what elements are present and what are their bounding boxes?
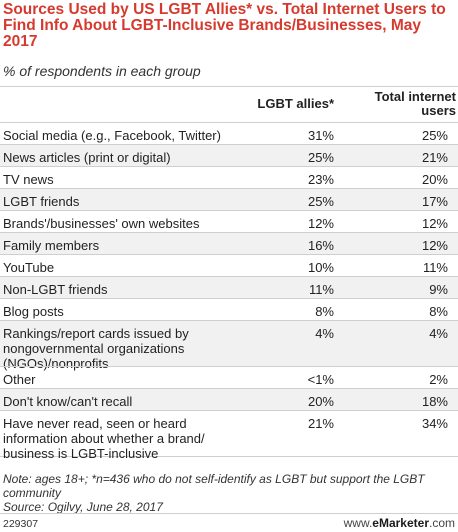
- table-row: Have never read, seen or heard informati…: [0, 410, 458, 461]
- table-row: Social media (e.g., Facebook, Twitter) 31…: [0, 122, 458, 144]
- footer-bar: 229307 www.eMarketer.com: [0, 513, 458, 532]
- row-label: Other: [3, 372, 36, 387]
- value-lgbt-allies: 16%: [307, 238, 334, 253]
- table-row: Non-LGBT friends 11% 9%: [0, 276, 458, 298]
- chart-title: Sources Used by US LGBT Allies* vs. Tota…: [3, 1, 446, 50]
- value-lgbt-allies: 25%: [307, 194, 334, 209]
- value-lgbt-allies: 10%: [307, 260, 334, 275]
- row-label: YouTube: [3, 260, 55, 275]
- value-total-internet-users: 20%: [421, 172, 448, 187]
- chart-subtitle: % of respondents in each group: [3, 63, 201, 79]
- value-lgbt-allies: 21%: [307, 416, 334, 431]
- value-total-internet-users: 18%: [421, 394, 448, 409]
- value-lgbt-allies: 23%: [307, 172, 334, 187]
- value-total-internet-users: 11%: [422, 260, 448, 275]
- chart-id: 229307: [3, 518, 39, 530]
- footnote-note: Note: ages 18+; *n=436 who do not self-i…: [3, 472, 425, 500]
- value-total-internet-users: 34%: [421, 416, 448, 431]
- table-row: YouTube 10% 11%: [0, 254, 458, 276]
- row-label: Non-LGBT friends: [3, 282, 108, 297]
- row-label: Social media (e.g., Facebook, Twitter): [3, 128, 221, 143]
- table-row: News articles (print or digital) 25% 21%: [0, 144, 458, 166]
- table-row: Blog posts 8% 8%: [0, 298, 458, 320]
- table-header: LGBT allies* Total internet users: [0, 86, 458, 122]
- column-header-total-internet-users: Total internet users: [374, 89, 456, 118]
- table-row: LGBT friends 25% 17%: [0, 188, 458, 210]
- value-lgbt-allies: 8%: [315, 304, 334, 319]
- value-total-internet-users: 8%: [429, 304, 448, 319]
- value-lgbt-allies: 20%: [307, 394, 334, 409]
- row-label: LGBT friends: [3, 194, 80, 209]
- row-label: News articles (print or digital): [3, 150, 171, 165]
- row-label: Family members: [3, 238, 100, 253]
- row-label: Brands'/businesses' own websites: [3, 216, 200, 231]
- table-bottom-rule: [0, 456, 458, 457]
- value-total-internet-users: 4%: [429, 326, 448, 341]
- row-label: Don't know/can't recall: [3, 394, 133, 409]
- data-table: LGBT allies* Total internet users Social…: [0, 86, 458, 461]
- value-lgbt-allies: 4%: [315, 326, 334, 341]
- footnote-source: Source: Ogilvy, June 28, 2017: [3, 500, 163, 514]
- table-row: Rankings/report cards issued by nongover…: [0, 320, 458, 371]
- value-total-internet-users: 25%: [421, 128, 448, 143]
- table-row: Other <1% 2%: [0, 366, 458, 388]
- table-row: Family members 16% 12%: [0, 232, 458, 254]
- row-label: TV news: [3, 172, 54, 187]
- value-lgbt-allies: 12%: [307, 216, 334, 231]
- row-label: Blog posts: [3, 304, 64, 319]
- value-total-internet-users: 12%: [421, 238, 448, 253]
- brand-logo: www.eMarketer.com: [343, 516, 455, 530]
- row-label: Rankings/report cards issued by nongover…: [3, 326, 189, 371]
- footnote: Note: ages 18+; *n=436 who do not self-i…: [3, 472, 455, 514]
- value-total-internet-users: 9%: [429, 282, 448, 297]
- value-lgbt-allies: 25%: [307, 150, 334, 165]
- value-total-internet-users: 12%: [421, 216, 448, 231]
- value-lgbt-allies: <1%: [307, 372, 334, 387]
- table-row: TV news 23% 20%: [0, 166, 458, 188]
- value-lgbt-allies: 11%: [308, 282, 334, 297]
- column-header-lgbt-allies: LGBT allies*: [257, 96, 334, 111]
- value-total-internet-users: 2%: [429, 372, 448, 387]
- table-row: Brands'/businesses' own websites 12% 12%: [0, 210, 458, 232]
- value-total-internet-users: 21%: [421, 150, 448, 165]
- table-row: Don't know/can't recall 20% 18%: [0, 388, 458, 410]
- value-total-internet-users: 17%: [421, 194, 448, 209]
- table-body: Social media (e.g., Facebook, Twitter) 31…: [0, 122, 458, 461]
- value-lgbt-allies: 31%: [307, 128, 334, 143]
- row-label: Have never read, seen or heard informati…: [3, 416, 205, 461]
